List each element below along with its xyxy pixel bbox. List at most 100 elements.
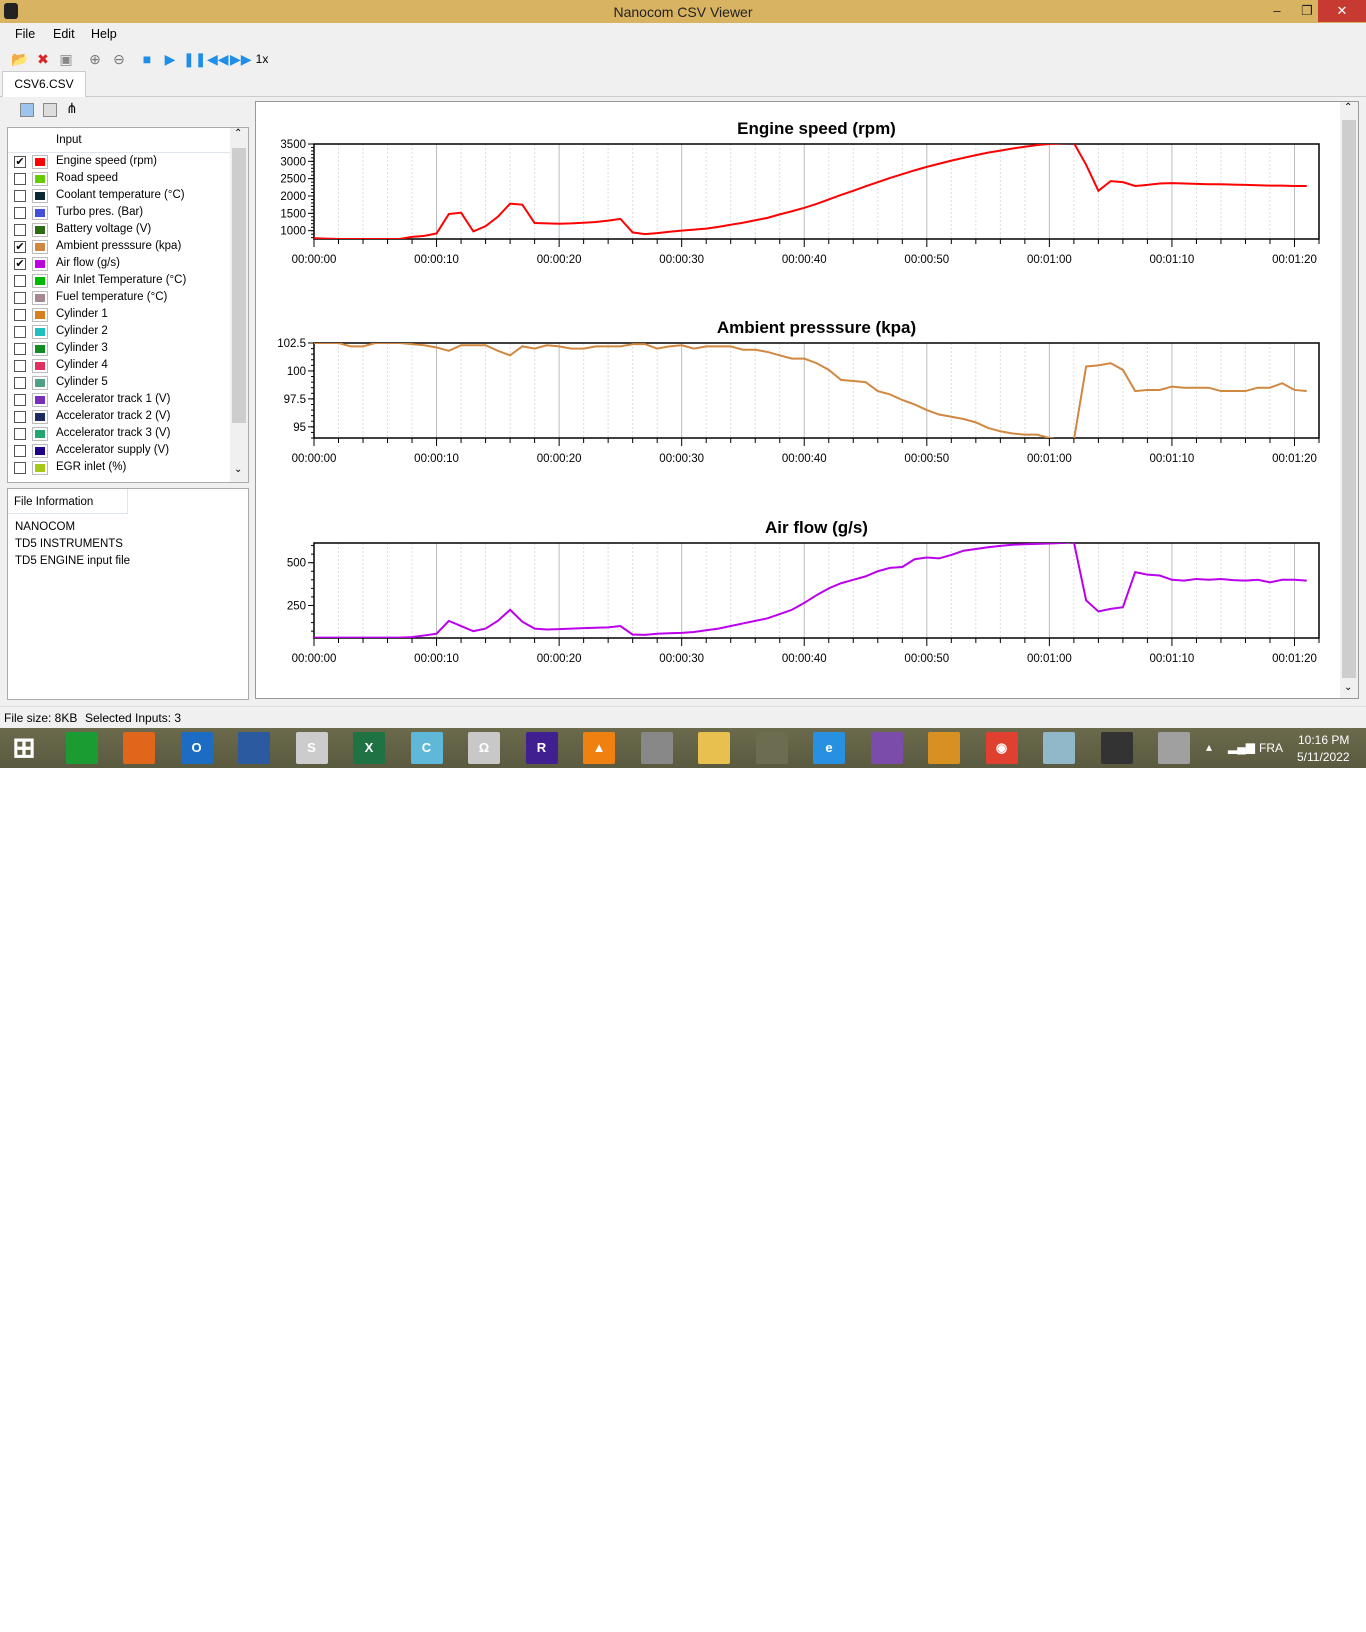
collapse-icon[interactable]: [43, 103, 57, 117]
menu-edit[interactable]: Edit: [53, 27, 75, 41]
color-swatch[interactable]: [32, 410, 48, 424]
clock-time[interactable]: 10:16 PM: [1298, 733, 1350, 747]
input-checkbox[interactable]: [14, 462, 26, 474]
input-checkbox[interactable]: [14, 173, 26, 185]
photo-icon[interactable]: [640, 732, 673, 764]
paint-icon[interactable]: [1158, 732, 1190, 764]
input-row[interactable]: Accelerator supply (V): [8, 443, 230, 460]
input-row[interactable]: Cylinder 2: [8, 324, 230, 341]
show-hidden-icons[interactable]: ▴: [1206, 740, 1213, 754]
input-row[interactable]: Fuel temperature (°C): [8, 290, 230, 307]
windows-start-icon[interactable]: ⊞: [12, 732, 36, 763]
color-swatch[interactable]: [32, 240, 48, 254]
input-row[interactable]: ✔ Ambient presssure (kpa): [8, 239, 230, 256]
color-swatch[interactable]: [32, 155, 48, 169]
network-icon[interactable]: ▂▄▆: [1228, 740, 1255, 754]
scroll-up-icon[interactable]: ⌃: [1344, 102, 1353, 113]
color-swatch[interactable]: [32, 223, 48, 237]
outlook-icon[interactable]: O: [180, 732, 213, 764]
color-swatch[interactable]: [32, 274, 48, 288]
lenovo-icon[interactable]: [238, 732, 270, 764]
input-checkbox[interactable]: [14, 343, 26, 355]
input-checkbox[interactable]: [14, 190, 26, 202]
color-swatch[interactable]: [32, 257, 48, 271]
pause-icon[interactable]: ❚❚: [183, 51, 207, 67]
input-checkbox[interactable]: ✔: [14, 241, 26, 253]
color-swatch[interactable]: [32, 291, 48, 305]
input-row[interactable]: Cylinder 3: [8, 341, 230, 358]
play-icon[interactable]: ▶: [164, 51, 176, 67]
fast-forward-icon[interactable]: ▶▶: [230, 51, 252, 67]
input-row[interactable]: ✔ Engine speed (rpm): [8, 154, 230, 171]
color-swatch[interactable]: [32, 189, 48, 203]
open-folder-icon[interactable]: 📂: [11, 51, 29, 67]
input-row[interactable]: ✔ Air flow (g/s): [8, 256, 230, 273]
color-swatch[interactable]: [32, 444, 48, 458]
input-row[interactable]: Road speed: [8, 171, 230, 188]
color-swatch[interactable]: [32, 427, 48, 441]
input-checkbox[interactable]: [14, 224, 26, 236]
input-checkbox[interactable]: [14, 428, 26, 440]
input-checkbox[interactable]: [14, 445, 26, 457]
input-row[interactable]: Cylinder 4: [8, 358, 230, 375]
tab-csv6[interactable]: CSV6.CSV: [2, 71, 86, 97]
input-checkbox[interactable]: ✔: [14, 156, 26, 168]
input-checkbox[interactable]: [14, 207, 26, 219]
color-swatch[interactable]: [32, 308, 48, 322]
color-swatch[interactable]: [32, 206, 48, 220]
input-checkbox[interactable]: [14, 292, 26, 304]
nanocom-icon[interactable]: [1100, 732, 1133, 764]
language-indicator[interactable]: FRA: [1259, 741, 1283, 755]
tor-icon[interactable]: [870, 732, 903, 764]
internet-explorer-icon[interactable]: e: [813, 732, 845, 764]
color-swatch[interactable]: [32, 359, 48, 373]
stop-icon[interactable]: ■: [142, 51, 152, 67]
color-swatch[interactable]: [32, 461, 48, 475]
store-icon[interactable]: [65, 732, 98, 764]
rewind-icon[interactable]: ◀◀: [207, 51, 229, 67]
expand-icon[interactable]: [20, 103, 34, 117]
app-orange-icon[interactable]: [928, 732, 960, 764]
close-button[interactable]: ✕: [1318, 0, 1366, 22]
firefox-icon[interactable]: [123, 732, 155, 764]
menu-file[interactable]: File: [15, 27, 36, 41]
input-checkbox[interactable]: ✔: [14, 258, 26, 270]
input-checkbox[interactable]: [14, 394, 26, 406]
color-swatch[interactable]: [32, 342, 48, 356]
input-checkbox[interactable]: [14, 326, 26, 338]
maximize-button[interactable]: ❐: [1301, 3, 1313, 18]
input-row[interactable]: EGR inlet (%): [8, 460, 230, 477]
compass-icon[interactable]: [755, 732, 788, 764]
color-swatch[interactable]: [32, 376, 48, 390]
scroll-thumb[interactable]: [1342, 120, 1356, 678]
input-checkbox[interactable]: [14, 411, 26, 423]
close-all-icon[interactable]: ▣: [59, 51, 73, 67]
chrome-icon[interactable]: ◉: [985, 732, 1018, 764]
input-row[interactable]: Accelerator track 3 (V): [8, 426, 230, 443]
input-row[interactable]: Accelerator track 1 (V): [8, 392, 230, 409]
scroll-up-icon[interactable]: ⌃: [234, 128, 243, 139]
input-row[interactable]: Cylinder 5: [8, 375, 230, 392]
vlc-icon[interactable]: ▲: [583, 732, 615, 764]
minimize-button[interactable]: –: [1273, 3, 1281, 18]
scroll-down-icon[interactable]: ⌄: [234, 464, 243, 475]
input-checkbox[interactable]: [14, 309, 26, 321]
input-row[interactable]: Cylinder 1: [8, 307, 230, 324]
list-scrollbar[interactable]: ⌃ ⌄: [230, 128, 248, 482]
input-row[interactable]: Coolant temperature (°C): [8, 188, 230, 205]
file-explorer-icon[interactable]: [698, 732, 730, 764]
input-row[interactable]: Air Inlet Temperature (°C): [8, 273, 230, 290]
playback-speed[interactable]: 1x: [255, 52, 269, 66]
input-checkbox[interactable]: [14, 377, 26, 389]
input-checkbox[interactable]: [14, 275, 26, 287]
input-checkbox[interactable]: [14, 360, 26, 372]
clock-date[interactable]: 5/11/2022: [1297, 750, 1350, 764]
menu-help[interactable]: Help: [91, 27, 117, 41]
close-file-icon[interactable]: ✖: [37, 51, 49, 67]
zoom-in-icon[interactable]: ⊕: [89, 51, 101, 67]
ccleaner-icon[interactable]: C: [410, 732, 443, 764]
color-swatch[interactable]: [32, 325, 48, 339]
excel-icon[interactable]: X: [353, 732, 385, 764]
omega-icon[interactable]: Ω: [468, 732, 500, 764]
scroll-thumb[interactable]: [232, 148, 246, 423]
